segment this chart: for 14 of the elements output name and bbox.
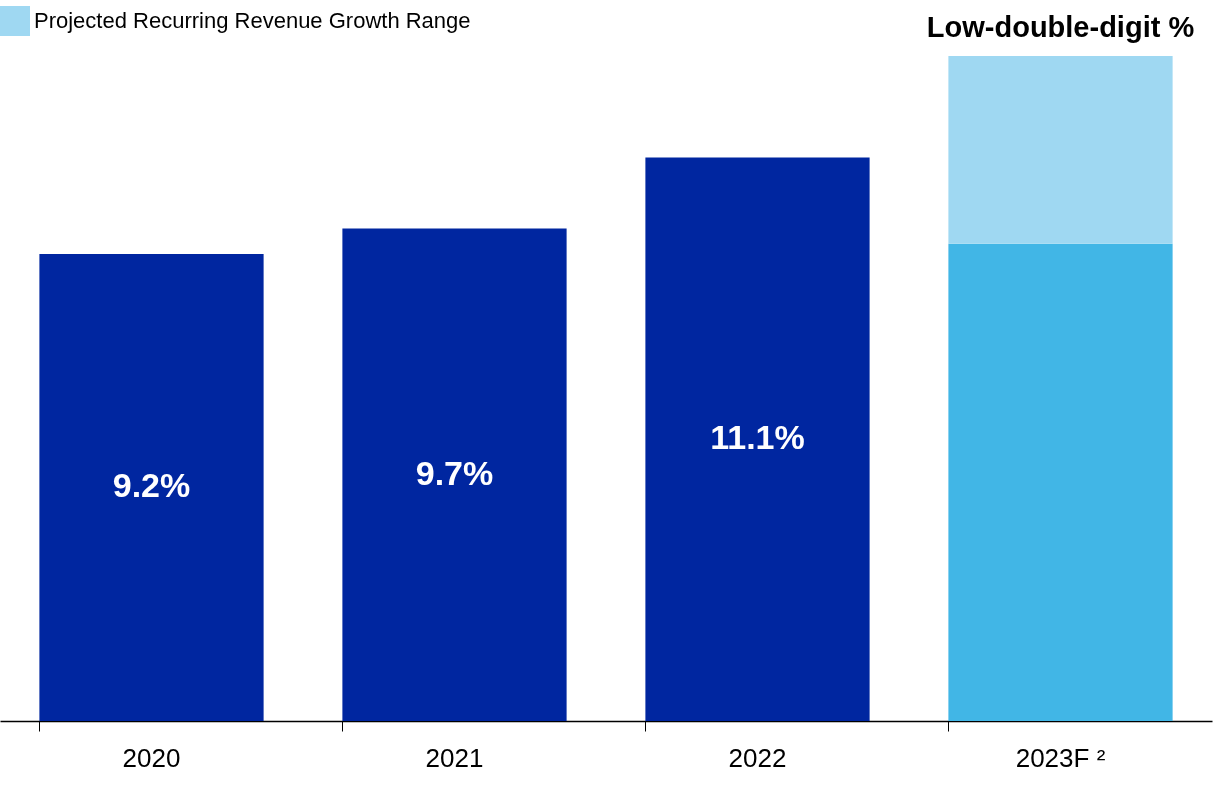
annotation: Low-double-digit %	[926, 11, 1195, 43]
bar	[645, 157, 870, 721]
bar	[39, 253, 264, 721]
legend-label: Projected Recurring Revenue Growth Range	[34, 8, 471, 33]
bar	[948, 56, 1173, 244]
data-label: 9.7%	[415, 453, 494, 492]
x-tick-label: 2023F ²	[1015, 742, 1106, 773]
data-label: 11.1%	[710, 418, 805, 457]
bar	[948, 243, 1173, 721]
x-tick-label: 2022	[728, 742, 787, 773]
x-tick-label: 2020	[122, 742, 181, 773]
x-tick-label: 2021	[425, 742, 484, 773]
bar	[342, 228, 567, 721]
data-label: 9.2%	[112, 466, 191, 505]
